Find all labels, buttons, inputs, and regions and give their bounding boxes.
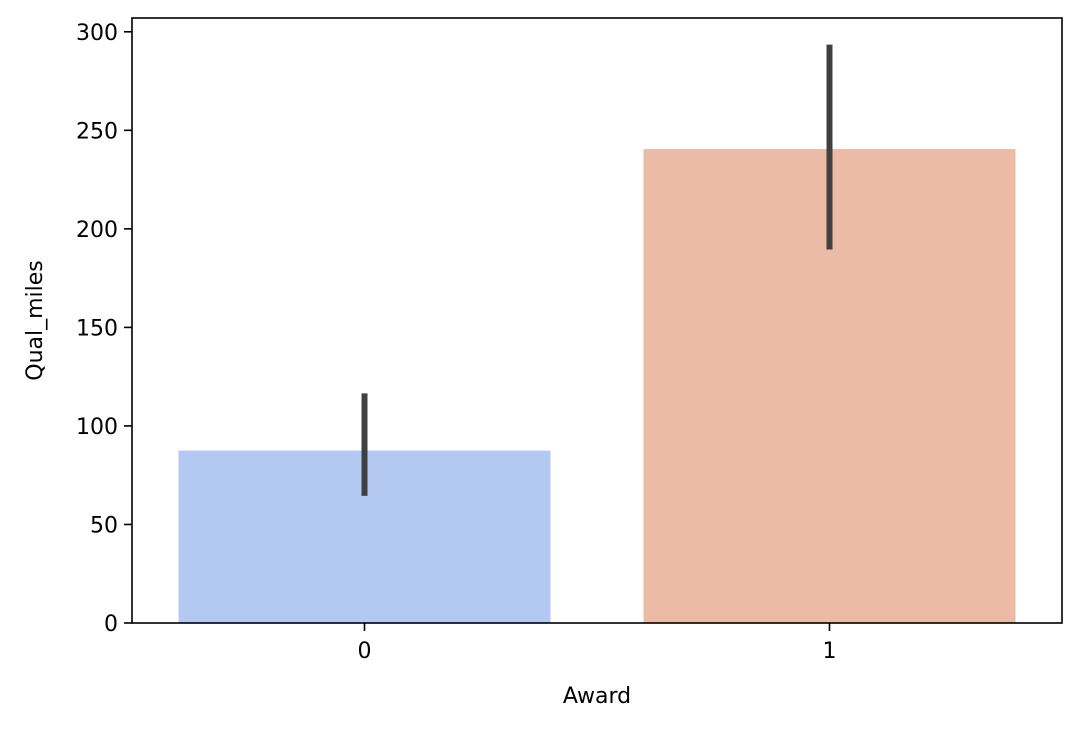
x-tick-label-0: 0 — [358, 639, 372, 664]
y-axis: 0 50 100 150 200 250 300 — [76, 21, 132, 637]
y-tick-label-100: 100 — [76, 415, 118, 440]
y-tick-label-0: 0 — [104, 612, 118, 637]
bars-layer — [178, 149, 1016, 624]
y-tick-label-200: 200 — [76, 218, 118, 243]
error-bars-layer — [361, 44, 833, 496]
y-tick-label-250: 250 — [76, 119, 118, 144]
y-tick-label-50: 50 — [90, 513, 118, 538]
y-tick-label-300: 300 — [76, 21, 118, 46]
x-tick-label-1: 1 — [823, 639, 837, 664]
y-axis-label: Qual_miles — [23, 260, 48, 381]
x-axis-label: Award — [563, 684, 631, 709]
y-tick-label-150: 150 — [76, 316, 118, 341]
plot-frame — [131, 17, 1063, 624]
